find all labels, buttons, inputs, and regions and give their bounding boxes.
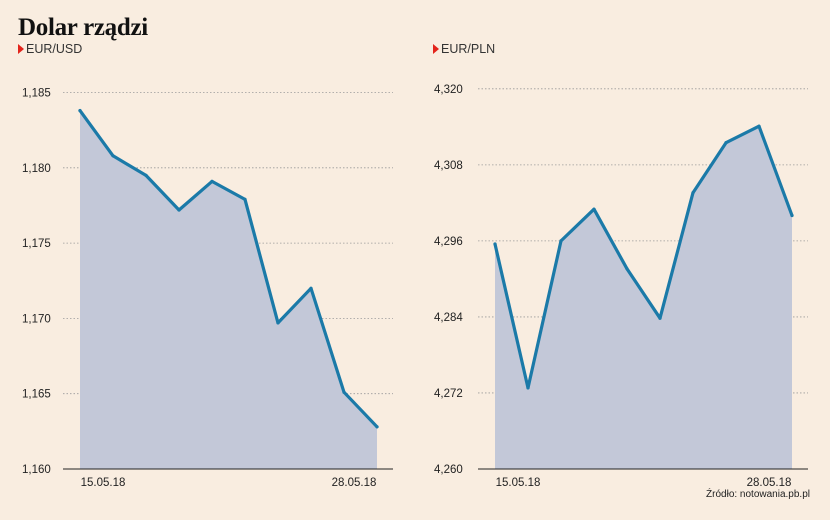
y-tick-label: 4,284 [434,312,463,324]
source-note: Źródło: notowania.pb.pl [706,489,810,500]
data-point [243,197,247,201]
y-tick-label: 1,165 [22,389,51,401]
x-tick-label: 28.05.18 [332,477,377,489]
data-point [276,321,280,325]
y-tick-label: 1,175 [22,238,51,250]
y-tick-label: 1,160 [22,464,51,476]
chart-0: 1,160 1,165 1,170 1,175 1,180 1,185 15.05.18 28… [22,88,393,489]
series-line [493,124,794,390]
x-tick-label: 15.05.18 [496,477,541,489]
data-point [592,207,596,211]
data-point [210,179,214,183]
data-point [309,286,313,290]
data-point [493,242,497,246]
eurpln-label: EUR/PLN [433,42,495,56]
y-tick-label: 4,272 [434,388,463,400]
x-tick-label: 28.05.18 [747,477,792,489]
series-line [78,108,379,429]
y-tick-label: 1,170 [22,313,51,325]
eurusd-label: EUR/USD [18,42,82,56]
data-point [144,173,148,177]
series-area [495,126,792,469]
x-tick-label: 15.05.18 [81,477,126,489]
data-point [658,316,662,320]
red-triangle-icon [433,44,439,54]
data-point [757,124,761,128]
eurusd-label-text: EUR/USD [26,42,83,56]
data-point [375,425,379,429]
data-point [342,390,346,394]
series-area [80,110,377,469]
y-tick-label: 4,308 [434,160,463,172]
y-tick-label: 4,320 [434,84,463,96]
eurpln-label-text: EUR/PLN [441,42,496,56]
data-point [724,141,728,145]
data-point [790,213,794,218]
chart-title: Dolar rządzi [18,14,148,41]
data-point [111,154,115,158]
data-point [78,109,82,113]
y-tick-label: 4,296 [434,236,463,248]
chart-1: 4,260 4,272 4,284 4,296 4,308 4,320 15.05.18 28… [434,84,808,489]
y-tick-label: 1,180 [22,163,51,175]
y-tick-label: 1,185 [22,88,51,100]
red-triangle-icon [18,44,24,54]
data-point [177,208,181,212]
data-point [691,191,695,195]
data-point [625,267,629,271]
data-point [526,386,530,390]
data-point [559,239,563,243]
y-tick-label: 4,260 [434,464,463,476]
